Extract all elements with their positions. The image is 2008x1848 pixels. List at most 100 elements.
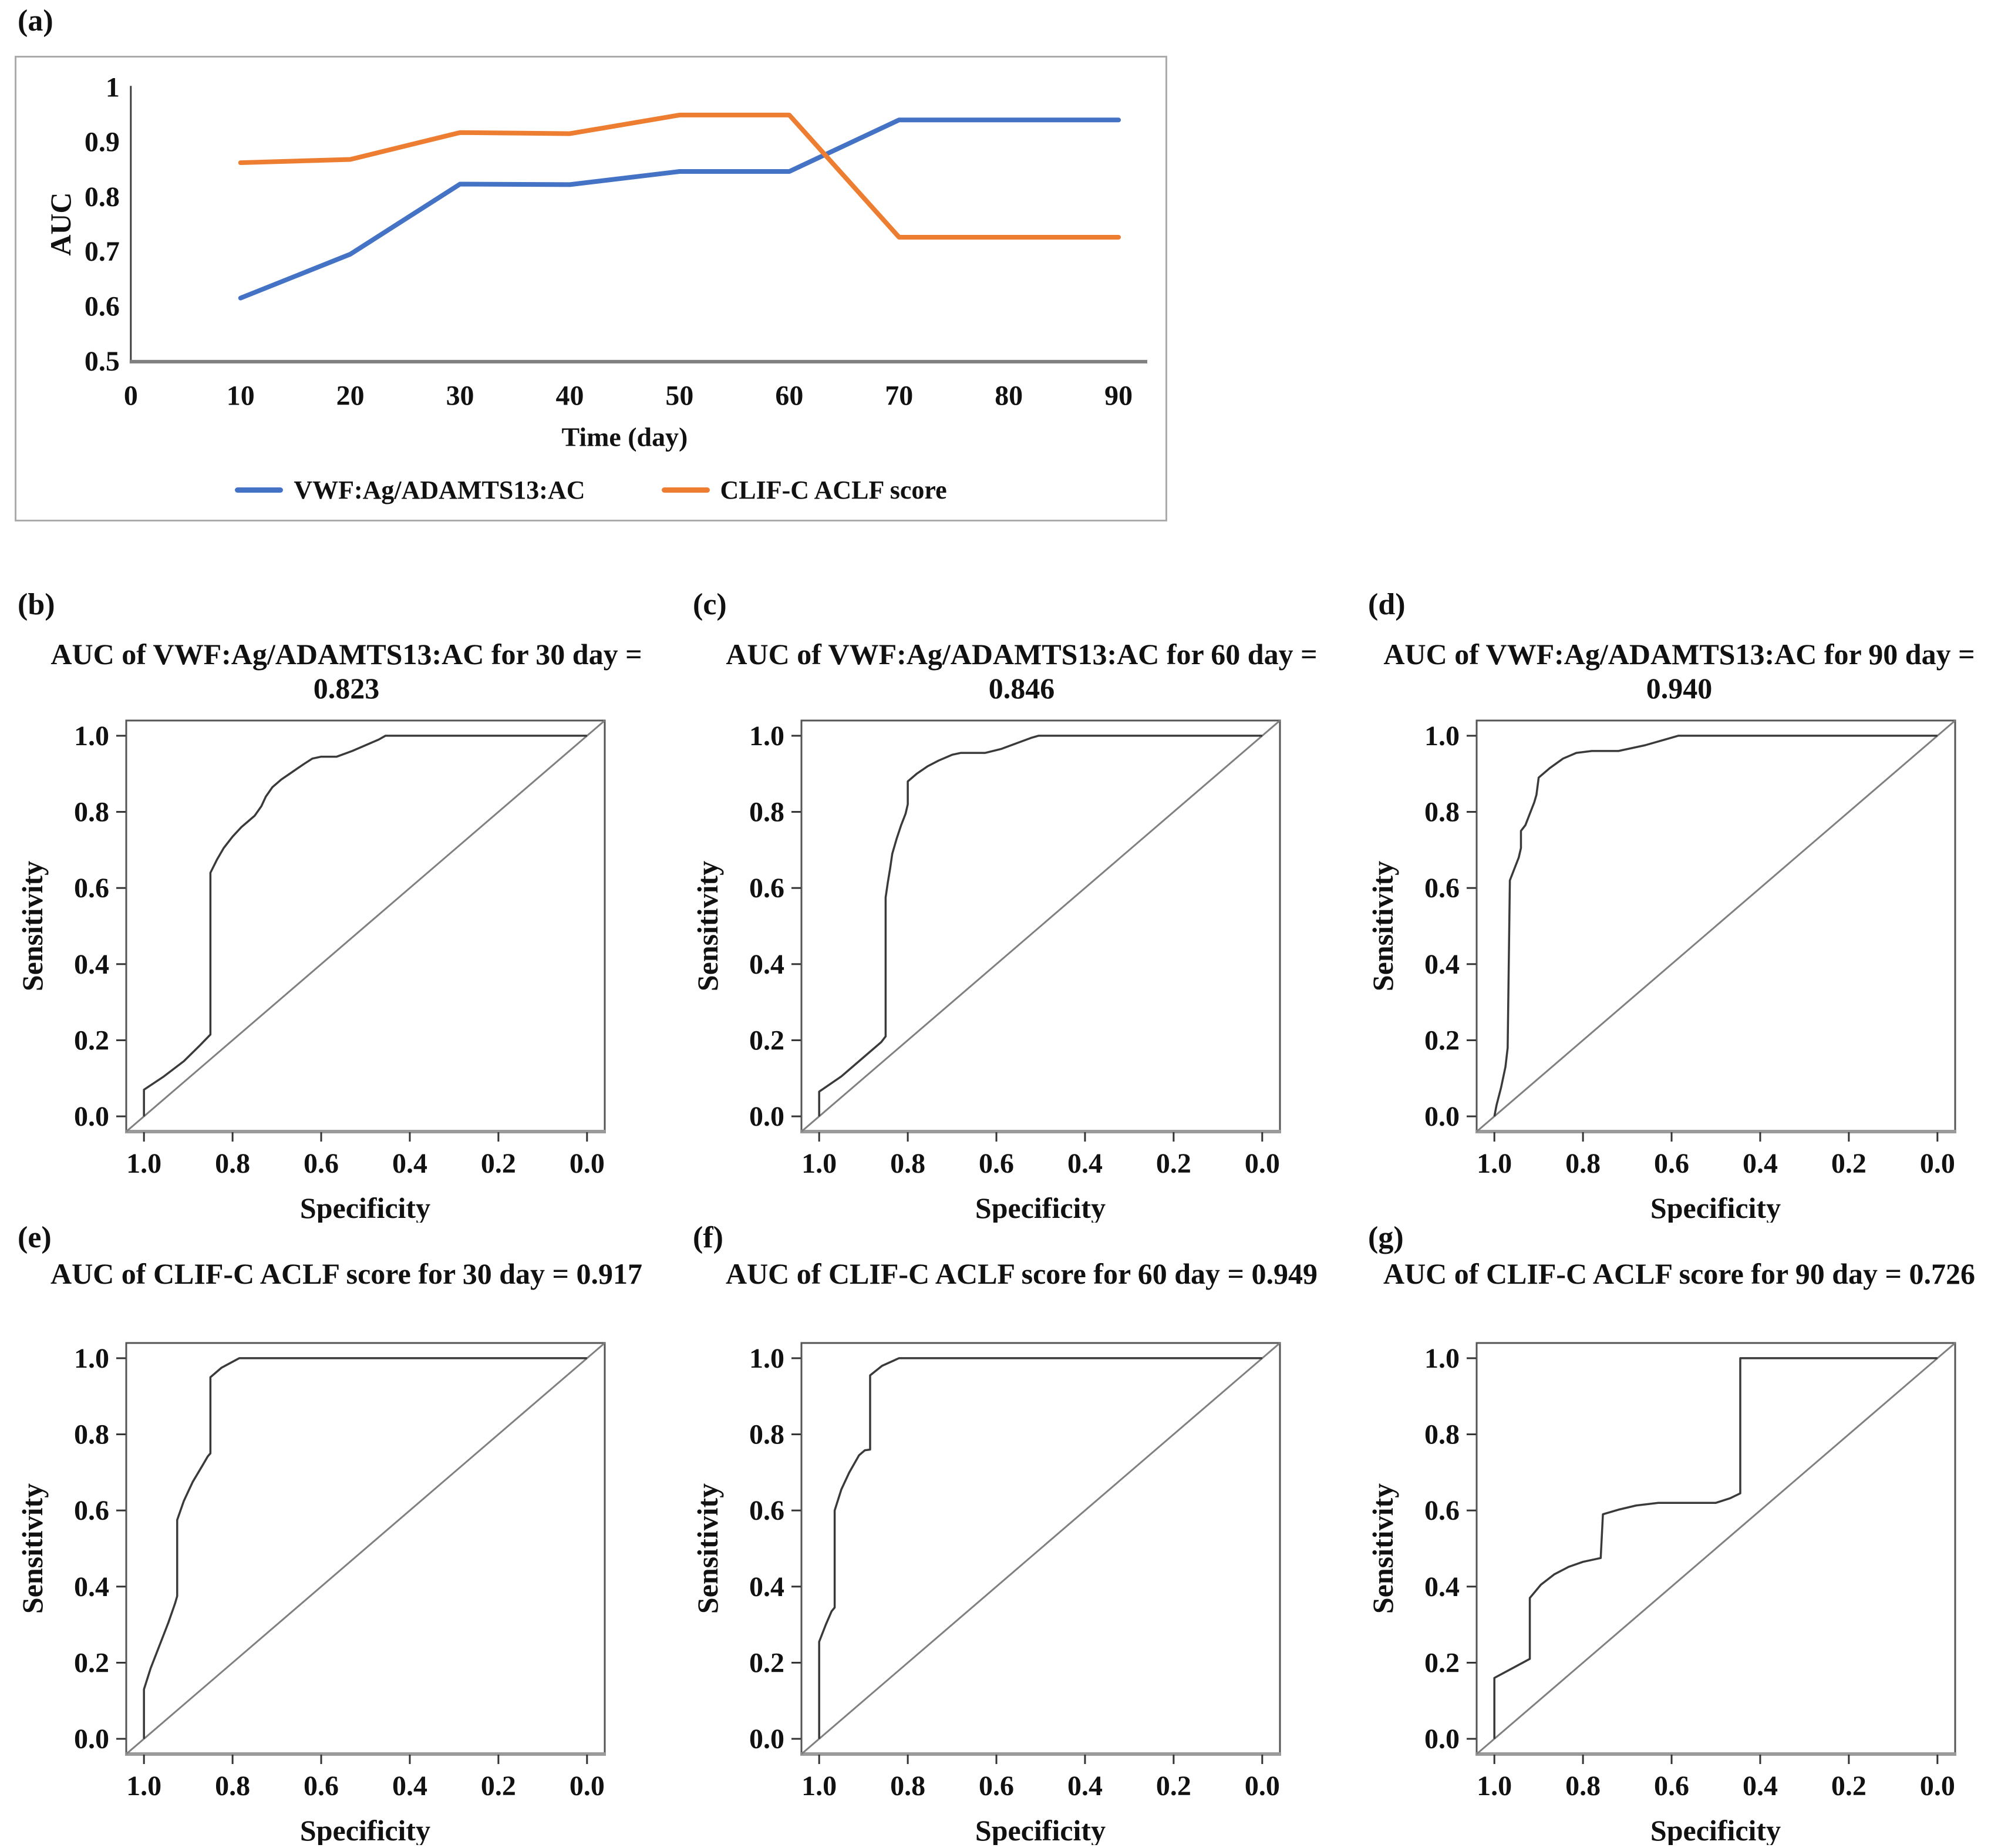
x-axis-title: Specificity	[300, 1814, 430, 1845]
x-tick-label: 0.4	[392, 1770, 427, 1802]
y-tick-label: 0.5	[85, 346, 120, 377]
roc-title-f: AUC of CLIF-C ACLF score for 60 day = 0.…	[725, 1257, 1318, 1290]
x-tick-label: 0.8	[890, 1770, 925, 1802]
chart-legend: VWF:Ag/ADAMTS13:AC CLIF-C ACLF score	[16, 463, 1165, 517]
x-tick-label: 0	[124, 381, 138, 412]
y-tick-label: 0.2	[1424, 1025, 1460, 1056]
auc-chart-box: 0.5 0.6 0.7 0.8 0.9 1 0 10 20 30 40 50 60 70 80 90 AUC Ti…	[15, 56, 1167, 521]
roc-chart-f: 1.0 0.8 0.6 0.4 0.2 0.0 0.0 0.2 0.4 0.6 0.8 1.0 Sens…	[691, 1342, 1281, 1845]
y-tick-label: 0.2	[74, 1025, 109, 1056]
legend-label-vwf: VWF:Ag/ADAMTS13:AC	[294, 475, 585, 504]
y-tick-label: 1.0	[749, 1343, 784, 1374]
x-tick-label: 0.0	[1920, 1148, 1955, 1179]
x-tick-label: 0.2	[1831, 1770, 1867, 1802]
x-tick-label: 60	[775, 381, 803, 412]
y-tick-label: 0.8	[749, 797, 784, 828]
diagonal-reference-line	[1476, 1342, 1956, 1755]
legend-label-clif: CLIF-C ACLF score	[720, 475, 947, 504]
panel-letter-c: (c)	[693, 588, 727, 621]
panel-letter-b: (b)	[18, 588, 55, 621]
y-tick-label: 0.0	[1424, 1101, 1460, 1132]
legend-item-vwf: VWF:Ag/ADAMTS13:AC	[235, 475, 585, 505]
roc-curve-line	[1493, 1357, 1938, 1739]
roc-curve-line	[818, 1357, 1262, 1739]
y-tick-label: 0.2	[74, 1647, 109, 1678]
y-tick-label: 0.4	[1424, 1571, 1460, 1603]
x-tick-label: 0.4	[1743, 1148, 1778, 1179]
y-tick-label: 0.6	[1424, 1495, 1460, 1526]
x-tick-label: 0.6	[979, 1770, 1014, 1802]
y-axis-title: Sensitivity	[1366, 1483, 1399, 1614]
y-tick-label: 0.4	[1424, 949, 1460, 980]
x-axis-title: Specificity	[1650, 1814, 1781, 1845]
x-tick-label: 0.4	[1743, 1770, 1778, 1802]
x-tick-label: 0.8	[215, 1148, 250, 1179]
roc-title-b: AUC of VWF:Ag/ADAMTS13:AC for 30 day = 0…	[50, 638, 642, 705]
roc-curve-line	[143, 1357, 587, 1739]
x-tick-label: 0.2	[1156, 1148, 1191, 1179]
y-tick-label: 0.0	[74, 1724, 109, 1755]
panel-letter-e: (e)	[18, 1221, 52, 1254]
y-tick-label: 0.4	[749, 1571, 784, 1603]
diagonal-reference-line	[801, 1342, 1281, 1755]
y-tick-label: 1.0	[74, 721, 109, 752]
x-tick-label: 0.6	[1654, 1148, 1689, 1179]
y-tick-label: 0.6	[749, 873, 784, 904]
x-tick-label: 0.4	[392, 1148, 427, 1179]
y-axis-title: Sensitivity	[1366, 861, 1399, 991]
y-tick-label: 1.0	[1424, 721, 1460, 752]
y-tick-label: 0.6	[74, 1495, 109, 1526]
x-tick-label: 0.6	[979, 1148, 1014, 1179]
roc-chart-b: 1.0 0.8 0.6 0.4 0.2 0.0 0.0 0.2 0.4 0.6 0.8 1.0 Sens…	[16, 719, 606, 1223]
x-tick-label: 30	[446, 381, 474, 412]
y-tick-label: 1.0	[1424, 1343, 1460, 1374]
y-tick-label: 0.7	[85, 236, 120, 267]
y-tick-label: 0.0	[749, 1101, 784, 1132]
x-tick-label: 0.0	[570, 1770, 605, 1802]
series-line-0	[238, 117, 1121, 301]
roc-curve-line	[1493, 735, 1938, 1117]
y-tick-label: 0.4	[749, 949, 784, 980]
x-tick-label: 10	[227, 381, 255, 412]
panel-letter-f: (f)	[693, 1221, 723, 1254]
roc-title-d: AUC of VWF:Ag/ADAMTS13:AC for 90 day = 0…	[1383, 638, 1975, 705]
x-tick-label: 0.6	[304, 1770, 339, 1802]
y-axis-title: Sensitivity	[691, 1483, 724, 1614]
x-tick-label: 0.0	[1245, 1770, 1280, 1802]
x-tick-label: 0.8	[1565, 1770, 1601, 1802]
x-axis-title: Specificity	[1650, 1191, 1781, 1223]
panel-letter-d: (d)	[1368, 588, 1406, 621]
x-tick-label: 0.8	[890, 1148, 925, 1179]
series-line-1	[238, 112, 1121, 240]
y-tick-label: 0.2	[749, 1647, 784, 1678]
y-tick-label: 0.0	[1424, 1724, 1460, 1755]
y-tick-label: 1.0	[749, 721, 784, 752]
x-tick-label: 50	[665, 381, 693, 412]
x-tick-label: 40	[556, 381, 584, 412]
diagonal-reference-line	[126, 719, 605, 1133]
y-tick-label: 0.2	[749, 1025, 784, 1056]
y-tick-label: 0.8	[1424, 1419, 1460, 1450]
roc-curve-line	[143, 735, 587, 1117]
x-tick-label: 0.4	[1067, 1770, 1103, 1802]
y-axis-title: Sensitivity	[16, 861, 49, 991]
x-tick-label: 0.2	[481, 1770, 516, 1802]
y-axis-title: Sensitivity	[16, 1483, 49, 1614]
y-tick-label: 0.6	[749, 1495, 784, 1526]
y-tick-label: 0.4	[74, 1571, 109, 1603]
y-tick-label: 0.0	[74, 1101, 109, 1132]
y-axis-title: Sensitivity	[691, 861, 724, 991]
roc-title-g: AUC of CLIF-C ACLF score for 90 day = 0.…	[1383, 1257, 1976, 1290]
x-tick-label: 0.0	[1920, 1770, 1955, 1802]
auc-line-chart: 0.50.60.70.80.910 10 20 30 40 50 60 70 80 90AUCTi…	[44, 72, 1148, 452]
y-tick-label: 0.6	[1424, 873, 1460, 904]
y-tick-label: 1.0	[74, 1343, 109, 1374]
x-tick-label: 0.6	[1654, 1770, 1689, 1802]
roc-curve-line	[818, 735, 1262, 1117]
diagonal-reference-line	[1476, 719, 1956, 1133]
y-tick-label: 0.8	[74, 797, 109, 828]
y-tick-label: 0.9	[85, 127, 120, 158]
x-tick-label: 1.0	[801, 1148, 837, 1179]
x-tick-label: 1.0	[801, 1770, 837, 1802]
